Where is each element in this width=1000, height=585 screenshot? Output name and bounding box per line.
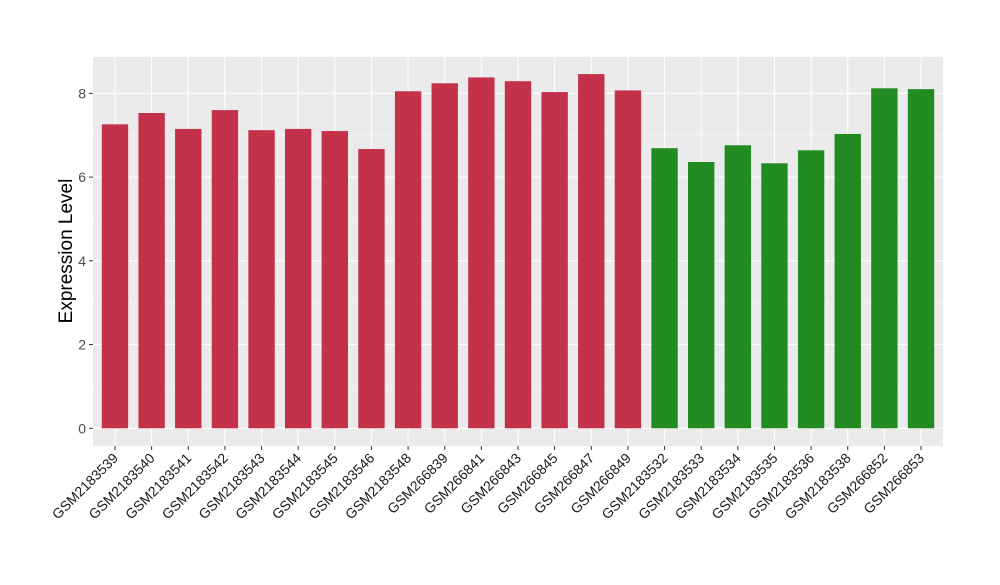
bar-GSM2183534 bbox=[724, 145, 752, 429]
bar-GSM266839 bbox=[431, 83, 458, 429]
bar-GSM2183539 bbox=[101, 124, 129, 429]
bar-GSM266853 bbox=[907, 89, 935, 429]
bar-GSM266847 bbox=[578, 74, 605, 429]
bar-GSM2183533 bbox=[688, 162, 715, 429]
y-tick-label: 0 bbox=[78, 420, 86, 436]
bar-GSM2183542 bbox=[211, 110, 239, 429]
bar-GSM2183532 bbox=[651, 148, 678, 429]
y-tick-label: 2 bbox=[78, 337, 86, 353]
y-axis-label: Expression Level bbox=[56, 179, 77, 324]
bar-GSM2183540 bbox=[138, 113, 165, 429]
bar-GSM2183543 bbox=[248, 130, 275, 429]
bar-GSM2183544 bbox=[284, 128, 312, 429]
bar-GSM2183535 bbox=[761, 163, 788, 429]
bar-GSM266849 bbox=[614, 90, 642, 429]
bar-GSM2183538 bbox=[834, 133, 861, 429]
y-tick-label: 8 bbox=[78, 85, 86, 101]
bar-GSM2183536 bbox=[797, 150, 825, 429]
bar-GSM266852 bbox=[871, 88, 898, 429]
bar-GSM266843 bbox=[504, 81, 532, 429]
bar-GSM266841 bbox=[468, 77, 495, 429]
bar-GSM2183541 bbox=[175, 128, 202, 429]
y-tick-label: 4 bbox=[78, 253, 86, 269]
bar-GSM2183548 bbox=[394, 91, 422, 429]
bar-GSM2183545 bbox=[321, 131, 348, 429]
bar-GSM266845 bbox=[541, 92, 568, 429]
y-tick-label: 6 bbox=[78, 169, 86, 185]
bar-GSM2183546 bbox=[358, 149, 385, 429]
